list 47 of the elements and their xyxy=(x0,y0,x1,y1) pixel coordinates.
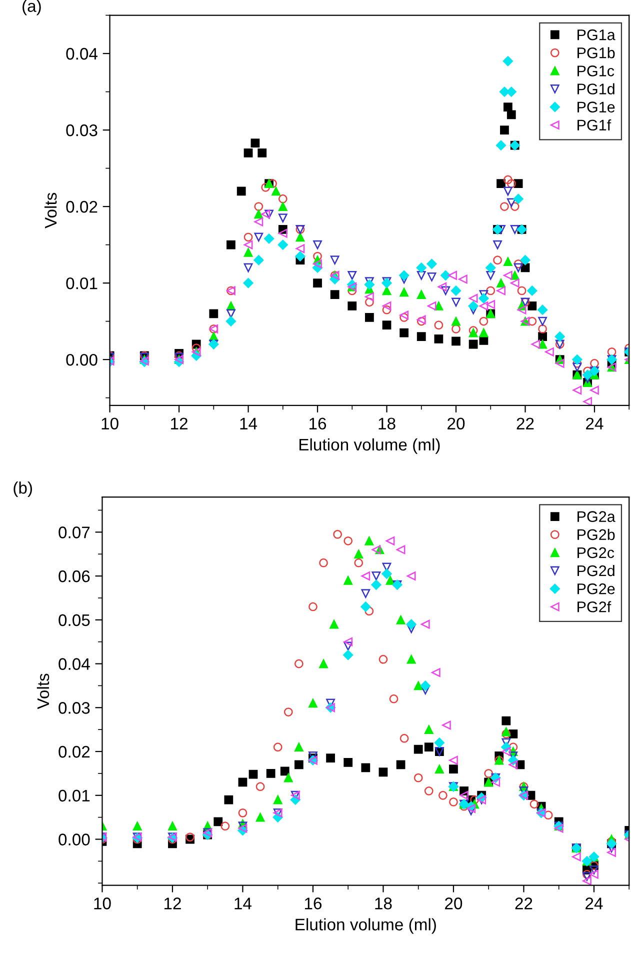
legend-label: PG1a xyxy=(578,29,616,40)
x-axis-title: Elution volume (ml) xyxy=(296,918,436,934)
legend-label: PG2b xyxy=(578,528,615,540)
x-tick-label: 16 xyxy=(310,418,326,430)
x-axis-title: Elution volume (ml) xyxy=(300,438,440,454)
legend-label: PG1e xyxy=(578,102,615,112)
y-tick-label: 0.01 xyxy=(58,790,90,802)
x-tick-label: 20 xyxy=(445,898,462,910)
y-tick-label: 0.04 xyxy=(58,658,90,670)
legend-label: PG2e xyxy=(578,583,615,594)
x-tick-label: 22 xyxy=(515,898,532,910)
chart-title: (b) xyxy=(14,482,32,498)
legend-label: PG1b xyxy=(578,47,615,58)
y-tick-label: 0.05 xyxy=(58,614,90,626)
x-tick-label: 20 xyxy=(448,418,465,430)
x-tick-label: 24 xyxy=(586,418,604,430)
y-tick-label: 0.00 xyxy=(58,834,90,846)
x-tick-label: 14 xyxy=(240,418,258,430)
y-tick-label: 0.06 xyxy=(58,570,90,582)
x-tick-label: 16 xyxy=(304,898,322,910)
y-tick-label: 0.03 xyxy=(66,124,98,136)
y-tick-label: 0.00 xyxy=(66,354,98,366)
x-tick-label: 12 xyxy=(171,418,188,430)
x-tick-label: 22 xyxy=(516,418,534,430)
y-tick-label: 0.07 xyxy=(58,526,90,538)
x-tick-label: 18 xyxy=(378,418,396,430)
x-tick-label: 24 xyxy=(586,898,603,910)
legend-label: PG2c xyxy=(578,547,614,558)
legend-label: PG2a xyxy=(578,511,616,522)
x-tick-label: 12 xyxy=(164,898,181,910)
legend-label: PG2d xyxy=(578,564,614,576)
y-tick-label: 0.02 xyxy=(58,746,90,758)
legend-label: PG1c xyxy=(578,66,614,76)
y-tick-label: 0.03 xyxy=(58,702,90,714)
legend-label: PG2f xyxy=(578,601,612,612)
y-tick-label: 0.01 xyxy=(66,277,98,290)
x-tick-label: 10 xyxy=(102,418,118,430)
y-tick-label: 0.04 xyxy=(66,48,98,60)
y-tick-label: 0.02 xyxy=(66,200,98,213)
x-tick-label: 18 xyxy=(375,898,392,910)
x-tick-label: 14 xyxy=(234,898,252,910)
y-axis-title: Volts xyxy=(36,674,50,710)
chart-title: (a) xyxy=(22,0,41,16)
y-axis-title: Volts xyxy=(44,192,57,228)
legend-label: PG1d xyxy=(578,83,614,94)
x-tick-label: 10 xyxy=(94,898,111,910)
legend-label: PG1f xyxy=(578,119,612,131)
